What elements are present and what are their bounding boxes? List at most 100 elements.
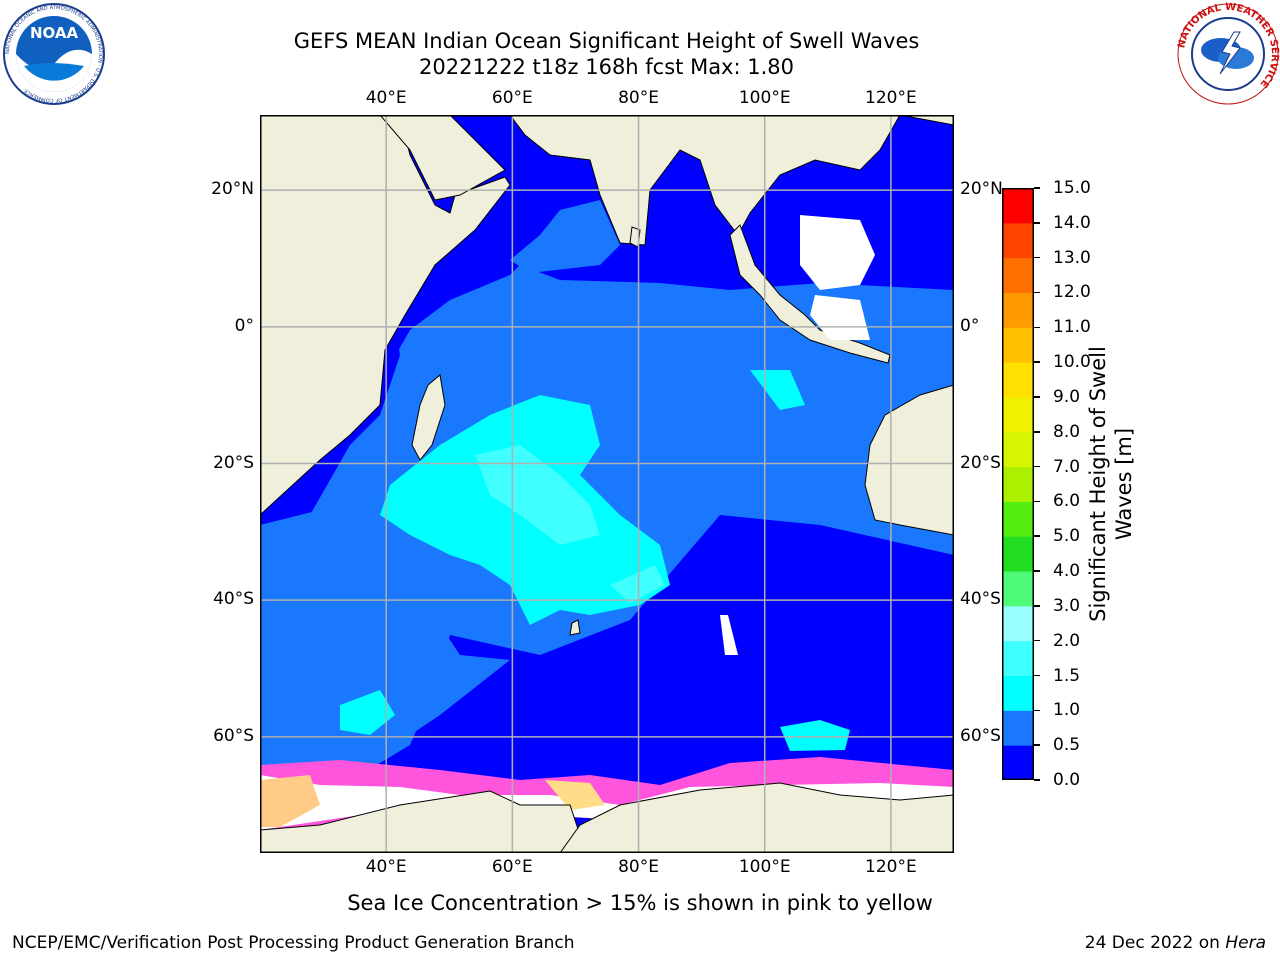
noaa-logo: NOAA NATIONAL OCEANIC AND ATMOSPHERIC AD… [3, 3, 105, 105]
colorbar-swatch-5 [1002, 571, 1034, 607]
asia-landmass [509, 115, 954, 246]
australia-landmass [864, 384, 954, 536]
colorbar-tick-15: 13.0 [1053, 247, 1091, 268]
sea-ice-yellow-mid [545, 780, 605, 810]
antarctica-east [559, 782, 954, 853]
lon-label-top-4: 120°E [865, 88, 917, 108]
sea-ice-band [260, 757, 954, 835]
kerguelen-island [569, 619, 581, 636]
map-title: GEFS MEAN Indian Ocean Significant Heigh… [293, 29, 920, 53]
cyan-patch-south-1 [780, 720, 850, 751]
colorbar-swatch-6 [1002, 536, 1034, 572]
colorbar-label-line2: Waves [m] [1112, 427, 1136, 541]
lat-label-right-2: 20°S [960, 452, 1001, 473]
sea-ice-note: Sea Ice Concentration > 15% is shown in … [347, 891, 933, 915]
colorbar-swatch-2 [1002, 675, 1034, 711]
colorbar-frame [1002, 188, 1034, 780]
lon-label-bottom-2: 80°E [618, 857, 659, 877]
swell-height-map [260, 115, 954, 853]
colorbar-tick-mark-12 [1034, 361, 1040, 363]
colorbar-tick-8: 6.0 [1053, 491, 1081, 512]
lon-label-bottom-3: 100°E [738, 857, 791, 877]
colorbar-tick-mark-16 [1034, 222, 1040, 224]
colorbar-tick-17: 15.0 [1053, 178, 1091, 198]
colorbar-tick-6: 4.0 [1053, 561, 1081, 582]
footer-date-text: 24 Dec 2022 on [1084, 933, 1226, 953]
noaa-logo-text: NOAA [30, 24, 79, 42]
lon-label-top-1: 60°E [491, 88, 533, 108]
colorbar-tick-mark-17 [1034, 187, 1040, 189]
colorbar-tick-2: 1.0 [1053, 700, 1081, 721]
sea-ice-yellow-west [260, 775, 320, 827]
lon-label-bottom-0: 40°E [365, 857, 407, 877]
colorbar-tick-mark-11 [1034, 396, 1040, 398]
colorbar-tick-13: 11.0 [1053, 317, 1091, 338]
lat-label-left-2: 20°S [213, 452, 254, 473]
lat-label-left-4: 60°S [213, 725, 254, 746]
lat-label-left-1: 0° [234, 315, 254, 336]
lon-label-top-0: 40°E [365, 88, 407, 108]
footer-machine: Hera [1225, 933, 1266, 953]
lat-label-right-3: 40°S [960, 589, 1001, 610]
colorbar-swatch-7 [1002, 501, 1034, 537]
nodata-patch [720, 615, 738, 655]
colorbar-tick-mark-13 [1034, 326, 1040, 329]
colorbar-tick-mark-5 [1034, 605, 1040, 607]
cyan-patch-south-2 [340, 690, 395, 735]
colorbar-tick-mark-14 [1034, 291, 1040, 294]
borneo-nodata [800, 215, 875, 290]
colorbar-swatch-14 [1002, 257, 1034, 293]
southwest-mid-band [260, 510, 510, 765]
colorbar-tick-mark-15 [1034, 256, 1040, 259]
colorbar-tick-12: 10.0 [1053, 352, 1091, 373]
sumatra-java-landmass [729, 224, 891, 364]
colorbar-tick-mark-6 [1034, 570, 1040, 572]
sumatra-nodata [810, 295, 870, 340]
colorbar-tick-14: 12.0 [1053, 282, 1091, 303]
colorbar-tick-9: 7.0 [1053, 456, 1081, 477]
arabian-sea-patch [510, 200, 620, 273]
colorbar-tick-10: 8.0 [1053, 421, 1081, 442]
colorbar-tick-mark-9 [1034, 465, 1040, 468]
colorbar-swatch-12 [1002, 327, 1034, 363]
colorbar-swatch-1 [1002, 710, 1034, 746]
colorbar-swatch-16 [1002, 188, 1034, 224]
colorbar-tick-5: 3.0 [1053, 595, 1081, 616]
map-frame [260, 115, 954, 853]
lon-label-bottom-1: 60°E [491, 857, 533, 877]
colorbar-tick-mark-10 [1034, 431, 1040, 433]
colorbar-swatch-10 [1002, 396, 1034, 433]
colorbar-swatch-15 [1002, 222, 1034, 259]
colorbar-swatch-11 [1002, 362, 1034, 398]
lon-label-top-3: 100°E [738, 88, 791, 108]
colorbar-tick-16: 14.0 [1053, 212, 1091, 233]
lat-label-right-1: 0° [960, 315, 980, 336]
africa-landmass [260, 115, 511, 516]
colorbar-tick-mark-7 [1034, 535, 1040, 537]
cyan-patch-east [750, 370, 805, 410]
map-subtitle: 20221222 t18z 168h fcst Max: 1.80 [419, 55, 794, 79]
colorbar [1002, 188, 1034, 780]
colorbar-tick-mark-8 [1034, 500, 1040, 503]
colorbar-label: Significant Height of Swell Waves [m] [1085, 314, 1145, 654]
colorbar-swatch-0 [1002, 745, 1034, 780]
lat-label-right-4: 60°S [960, 725, 1001, 746]
colorbar-tick-7: 5.0 [1053, 526, 1081, 547]
lat-label-left-3: 40°S [213, 589, 254, 610]
colorbar-swatch-9 [1002, 431, 1034, 468]
colorbar-swatch-3 [1002, 640, 1034, 677]
lat-label-left-0: 20°N [211, 179, 254, 200]
colorbar-tick-3: 1.5 [1053, 665, 1081, 686]
lon-label-bottom-4: 120°E [865, 857, 917, 877]
colorbar-tick-mark-3 [1034, 674, 1040, 677]
ocean-band-1-5-2-0 [475, 445, 600, 545]
colorbar-swatch-8 [1002, 466, 1034, 502]
colorbar-label-line1: Significant Height of Swell [1086, 346, 1110, 622]
colorbar-tick-mark-0 [1034, 779, 1040, 781]
lon-label-top-2: 80°E [618, 88, 659, 108]
colorbar-tick-mark-2 [1034, 709, 1040, 712]
lat-label-right-0: 20°N [960, 179, 1003, 200]
footer-date: 24 Dec 2022 on Hera [1085, 933, 1266, 953]
nws-logo: NATIONAL WEATHER SERVICE [1176, 2, 1280, 105]
colorbar-tick-mark-1 [1034, 744, 1040, 746]
